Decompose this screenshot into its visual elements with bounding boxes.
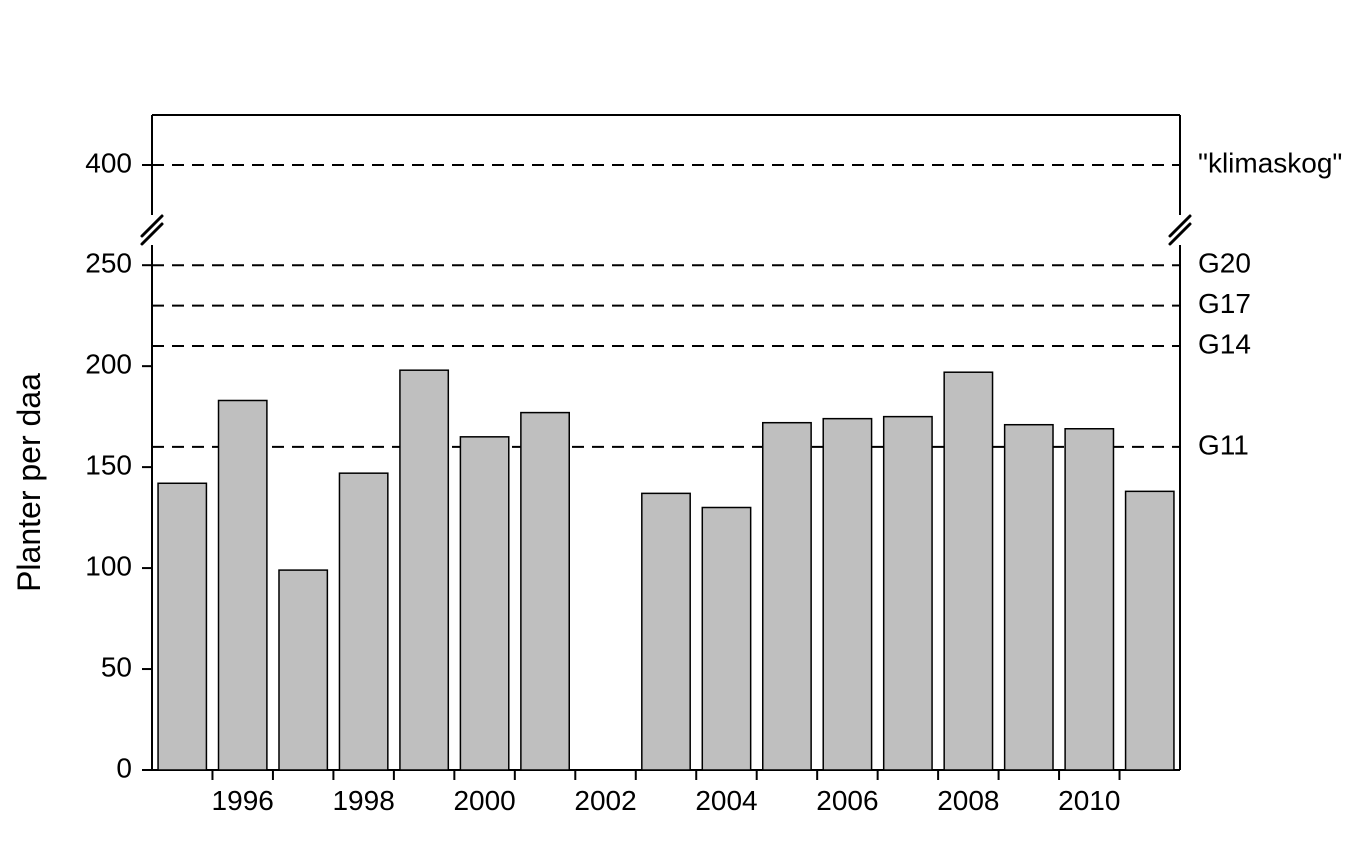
y-tick-label: 200 [85, 349, 132, 380]
bar [763, 423, 811, 770]
bar [339, 473, 387, 770]
x-tick-label: 2002 [574, 785, 636, 816]
bar [158, 483, 206, 770]
bar [884, 417, 932, 770]
bar-chart: "klimaskog" G20 G17 G14 G11 0 50 100 150 200 250 40… [0, 0, 1352, 866]
bar [521, 413, 569, 770]
bar [642, 493, 690, 770]
bar [219, 400, 267, 770]
y-axis-label: Planter per daa [11, 373, 47, 592]
bar [823, 419, 871, 770]
bar [400, 370, 448, 770]
y-tick-label: 400 [85, 147, 132, 178]
bar [1005, 425, 1053, 770]
x-tick-label: 1998 [332, 785, 394, 816]
y-tick-label: 250 [85, 248, 132, 279]
bar [460, 437, 508, 770]
bar [1065, 429, 1113, 770]
y-tick-label: 0 [116, 752, 132, 783]
y-tick-label: 50 [101, 651, 132, 682]
reference-line-label: G20 [1198, 248, 1251, 279]
x-tick-label: 2008 [937, 785, 999, 816]
reference-line-label: "klimaskog" [1198, 147, 1342, 178]
bar [944, 372, 992, 770]
bar [1126, 491, 1174, 770]
x-tick-label: 2000 [453, 785, 515, 816]
reference-line-label: G11 [1198, 429, 1249, 460]
y-tick-label: 100 [85, 550, 132, 581]
reference-line-label: G17 [1198, 288, 1251, 319]
bar [279, 570, 327, 770]
bar [702, 508, 750, 771]
y-tick-label: 150 [85, 450, 132, 481]
reference-line-label: G14 [1198, 328, 1251, 359]
x-tick-label: 2010 [1058, 785, 1120, 816]
x-tick-label: 2006 [816, 785, 878, 816]
x-tick-label: 2004 [695, 785, 757, 816]
x-tick-label: 1996 [212, 785, 274, 816]
